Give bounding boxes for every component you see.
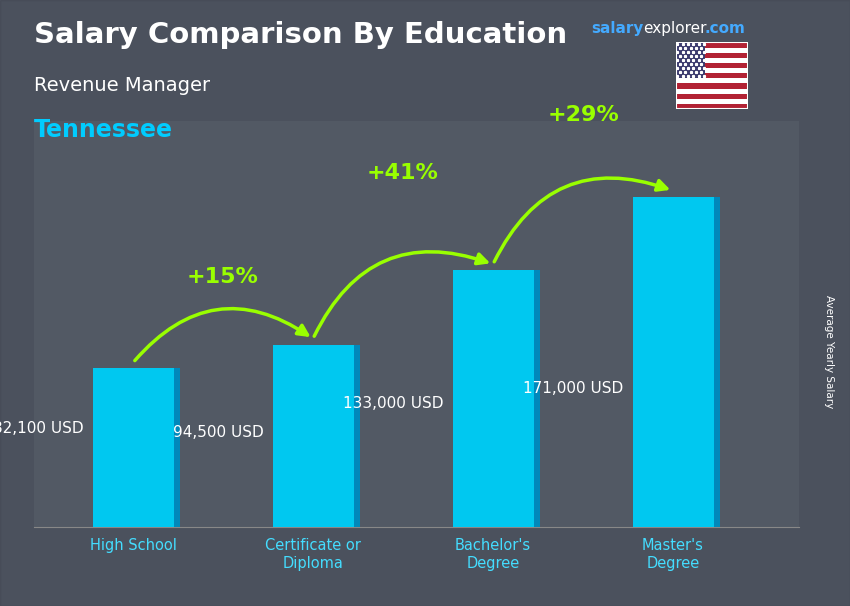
Bar <box>676 68 748 73</box>
Text: 171,000 USD: 171,000 USD <box>524 381 624 396</box>
FancyBboxPatch shape <box>93 368 173 527</box>
FancyBboxPatch shape <box>452 270 534 527</box>
Bar <box>676 104 748 109</box>
FancyBboxPatch shape <box>273 344 354 527</box>
FancyBboxPatch shape <box>632 196 713 527</box>
Bar <box>676 42 748 47</box>
Polygon shape <box>534 270 541 527</box>
Text: .com: .com <box>705 21 745 36</box>
Text: Salary Comparison By Education: Salary Comparison By Education <box>34 21 567 49</box>
Bar <box>676 78 748 84</box>
Bar <box>676 99 748 104</box>
Text: +41%: +41% <box>367 164 439 184</box>
Bar <box>676 94 748 99</box>
Polygon shape <box>354 344 360 527</box>
Polygon shape <box>713 196 720 527</box>
Bar <box>676 58 748 63</box>
Text: 94,500 USD: 94,500 USD <box>173 425 264 440</box>
Text: Average Yearly Salary: Average Yearly Salary <box>824 295 834 408</box>
Text: Revenue Manager: Revenue Manager <box>34 76 210 95</box>
Text: explorer: explorer <box>643 21 707 36</box>
Bar <box>676 42 705 78</box>
Bar <box>676 84 748 88</box>
Bar <box>676 63 748 68</box>
Polygon shape <box>173 368 180 527</box>
Text: Tennessee: Tennessee <box>34 118 173 142</box>
Text: 133,000 USD: 133,000 USD <box>343 396 444 411</box>
Text: salary: salary <box>591 21 643 36</box>
Bar <box>676 53 748 58</box>
Bar <box>676 88 748 94</box>
Text: +15%: +15% <box>187 267 259 287</box>
Text: 82,100 USD: 82,100 USD <box>0 421 83 436</box>
Text: +29%: +29% <box>547 105 619 125</box>
Bar <box>676 47 748 53</box>
Bar <box>676 73 748 78</box>
